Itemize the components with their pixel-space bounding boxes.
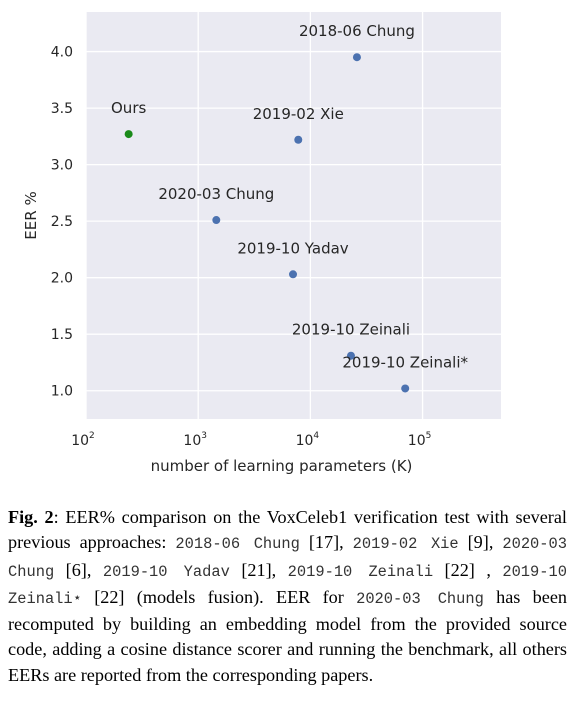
y-tick-label: 2.5	[51, 214, 73, 230]
y-tick-label: 1.5	[51, 327, 73, 343]
caption-text: [22] ,	[433, 559, 503, 580]
caption-text: : EER% comparison on the VoxCeleb1 verif…	[8, 507, 567, 553]
caption-model-name: 2019-10 Zeinali⋆	[8, 562, 567, 608]
data-point-label: 2020-03 Chung	[158, 185, 274, 203]
data-point-label: 2019-10 Yadav	[237, 239, 348, 257]
data-point	[352, 53, 361, 62]
data-point-label: 2019-02 Xie	[253, 105, 344, 123]
x-tick-label: 103	[183, 431, 207, 449]
data-point-label: 2019-10 Zeinali	[292, 321, 410, 339]
data-point-label: 2018-06 Chung	[299, 22, 415, 40]
caption-text: [6],	[54, 559, 103, 580]
y-tick-label: 4.0	[51, 45, 73, 61]
caption-text: [21],	[229, 559, 288, 580]
data-point-label: 2019-10 Zeinali*	[342, 353, 468, 371]
caption-model-name: 2020-03 Chung	[8, 535, 567, 581]
y-tick-label: 3.0	[51, 158, 73, 174]
caption-text: [22] (models fusion). EER for	[81, 586, 357, 607]
caption-model-name: 2020-03 Chung	[356, 589, 484, 608]
y-tick-label: 2.0	[51, 271, 73, 287]
caption-text: [17],	[299, 532, 353, 553]
eer-scatter-figure: 1.0 1.5 2.0 2.5 3.0 3.5 4.0 102 103 104 105 number …	[22, 12, 501, 475]
caption-text: has been recomputed by building an embed…	[8, 586, 567, 685]
caption-text: [9],	[458, 532, 503, 553]
scatter-chart: 1.0 1.5 2.0 2.5 3.0 3.5 4.0 102 103 104 105 number …	[22, 12, 501, 475]
figure-caption: Fig. 2: EER% comparison on the VoxCeleb1…	[8, 505, 567, 688]
data-point	[294, 135, 303, 144]
caption-model-name: 2019-02 Xie	[352, 535, 459, 554]
caption-model-name: 2019-10 Zeinali	[287, 562, 434, 581]
data-point	[124, 130, 133, 139]
data-point	[289, 270, 298, 279]
data-point	[212, 216, 221, 225]
x-tick-label: 104	[296, 431, 320, 449]
data-point	[401, 384, 410, 393]
x-tick-label: 102	[71, 431, 95, 449]
data-point-label: Ours	[111, 99, 146, 117]
caption-model-name: 2019-10 Yadav	[102, 562, 230, 581]
caption-fig-label: Fig. 2	[8, 507, 54, 527]
y-tick-label: 3.5	[51, 101, 73, 117]
x-axis-label: number of learning parameters (K)	[151, 457, 413, 475]
y-tick-label: 1.0	[51, 384, 73, 400]
caption-model-name: 2018-06 Chung	[175, 535, 300, 554]
x-tick-label: 105	[408, 431, 432, 449]
plot-background	[86, 12, 501, 419]
y-axis-label: EER %	[22, 191, 40, 239]
data-point	[346, 351, 355, 360]
